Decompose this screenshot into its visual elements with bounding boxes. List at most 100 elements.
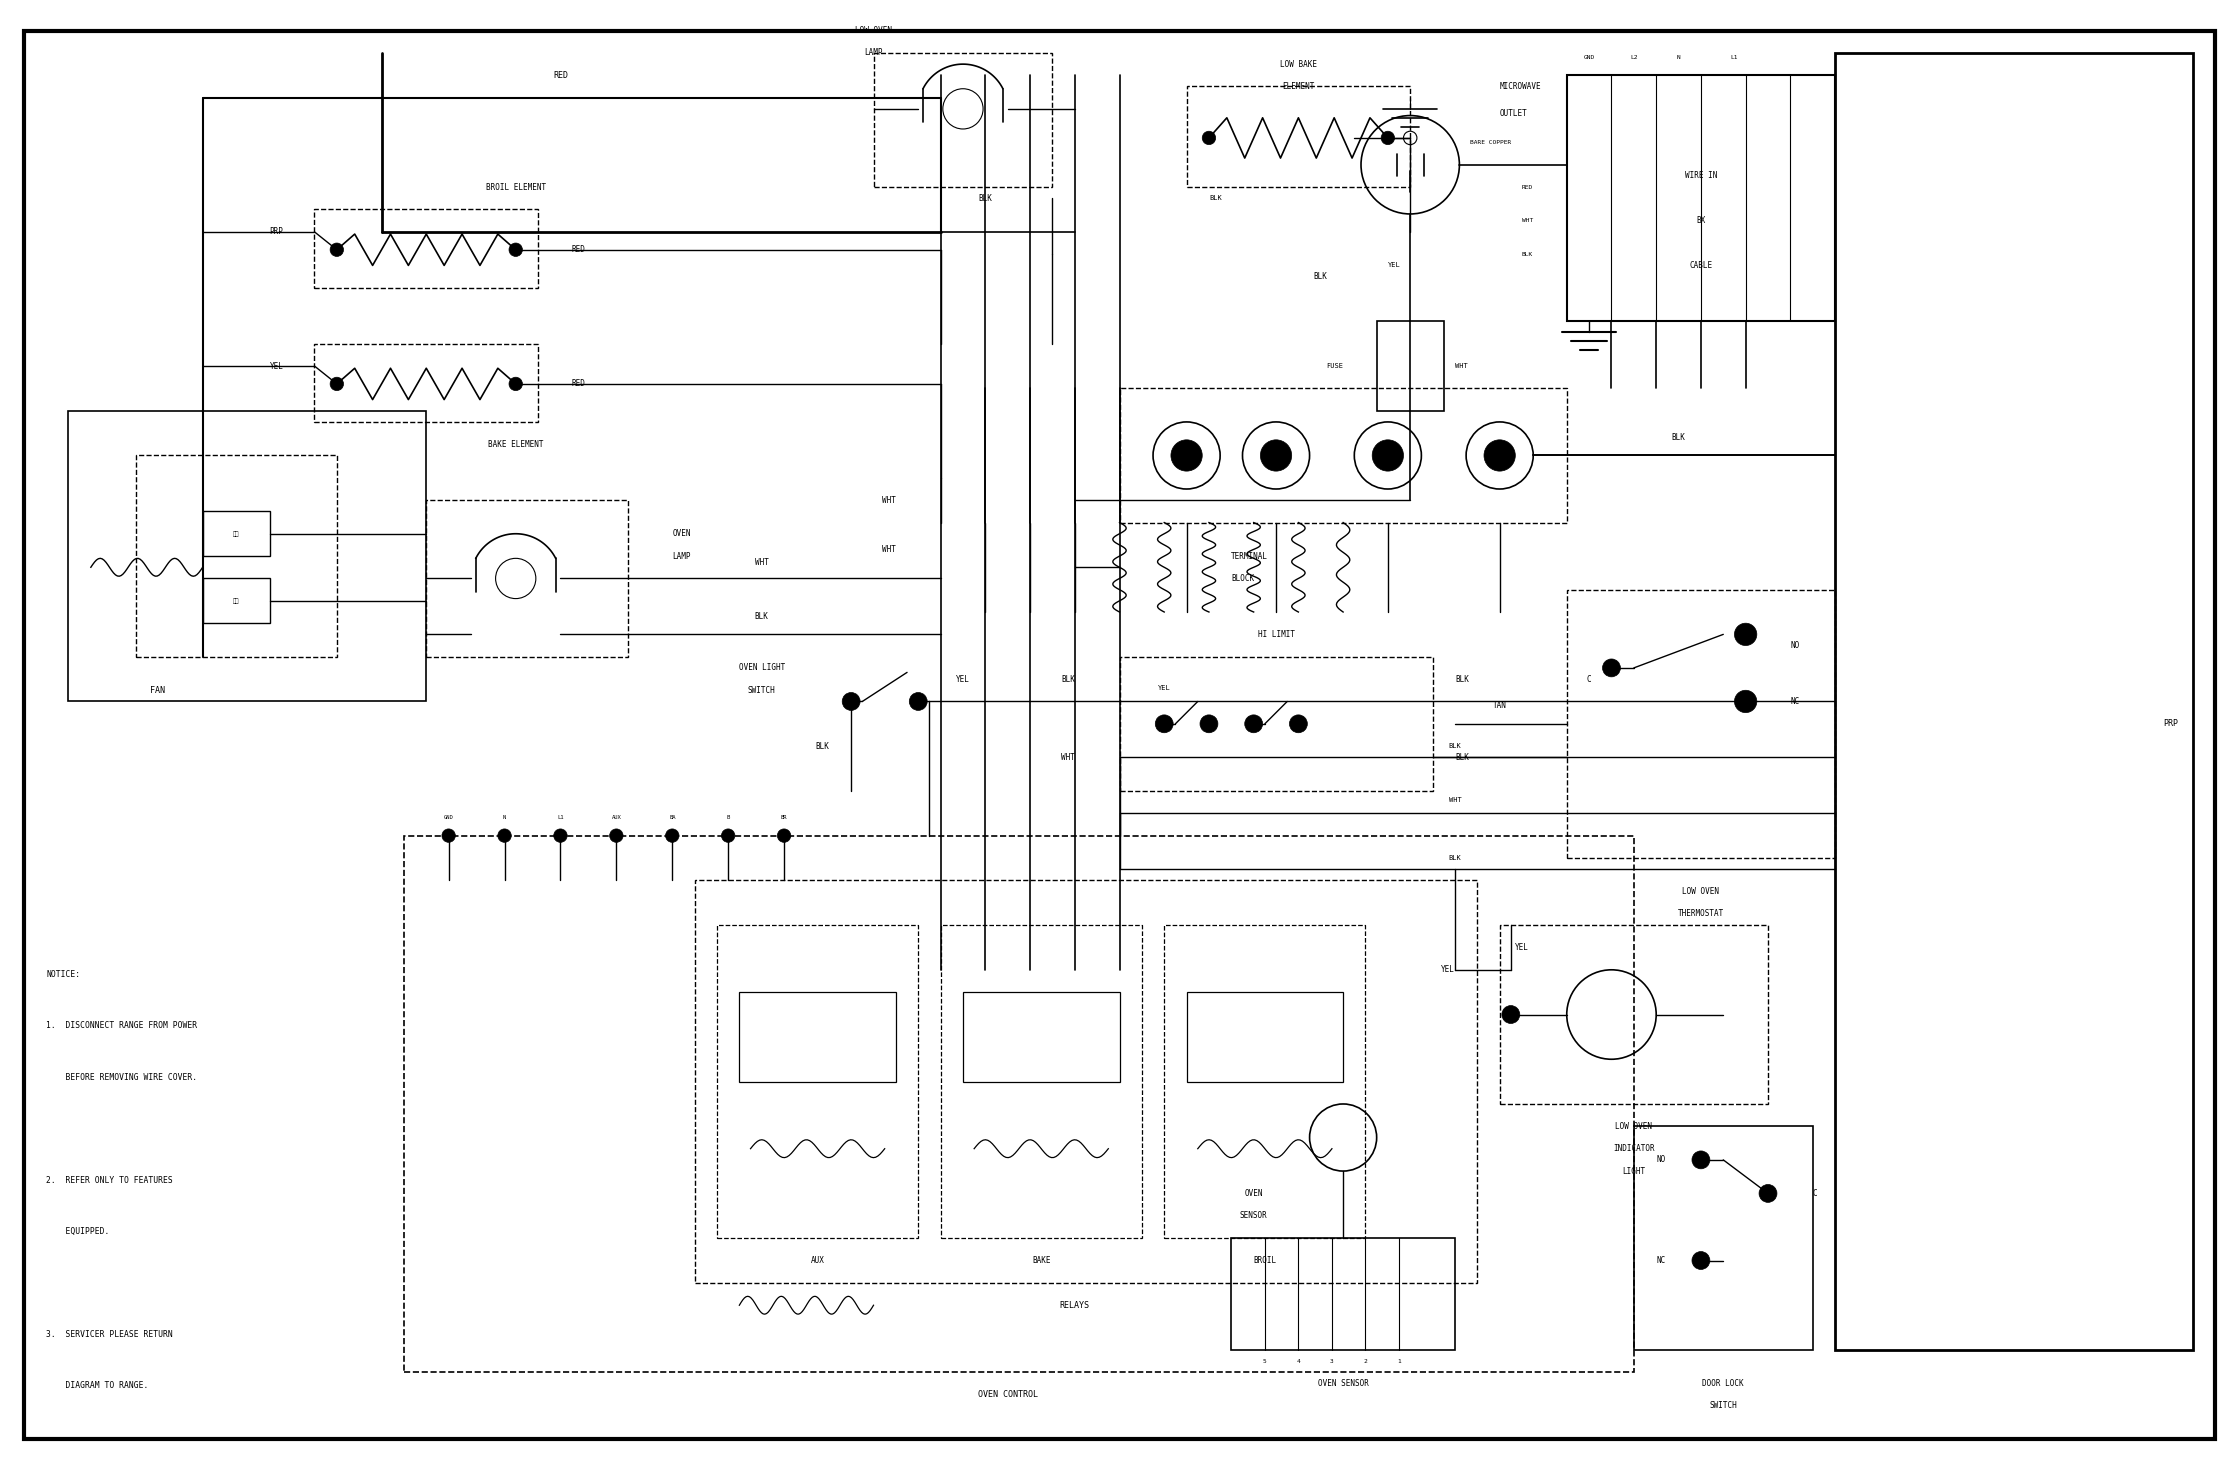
Text: RED: RED: [1523, 185, 1534, 190]
Text: INDICATOR: INDICATOR: [1612, 1144, 1655, 1152]
Text: OVEN CONTROL: OVEN CONTROL: [978, 1391, 1037, 1399]
Circle shape: [1404, 131, 1417, 144]
Text: OVEN SENSOR: OVEN SENSOR: [1319, 1379, 1368, 1388]
Circle shape: [1245, 714, 1263, 732]
Bar: [716, 925, 918, 1238]
Text: YEL: YEL: [1516, 942, 1529, 953]
Text: AUX: AUX: [811, 1255, 824, 1266]
Text: BLK: BLK: [1673, 434, 1686, 442]
Text: NO: NO: [1791, 641, 1800, 650]
Text: BLK: BLK: [1449, 856, 1462, 861]
Circle shape: [1760, 1185, 1778, 1202]
Circle shape: [1735, 623, 1758, 645]
Text: WHT: WHT: [1523, 218, 1534, 223]
Circle shape: [665, 829, 678, 842]
Text: OVEN: OVEN: [672, 529, 692, 538]
Text: BLK: BLK: [815, 742, 828, 751]
Circle shape: [1202, 131, 1216, 144]
Bar: [1377, 322, 1444, 410]
Text: LOW OVEN: LOW OVEN: [1614, 1122, 1652, 1130]
Text: DIAGRAM TO RANGE.: DIAGRAM TO RANGE.: [47, 1382, 148, 1391]
Text: WHT: WHT: [882, 495, 896, 504]
Text: SWITCH: SWITCH: [1708, 1401, 1737, 1410]
Circle shape: [1603, 659, 1621, 676]
Text: WHT: WHT: [1455, 363, 1469, 369]
Text: BLK: BLK: [1061, 675, 1075, 684]
Text: BLK: BLK: [1455, 753, 1469, 761]
Text: 2: 2: [1364, 1358, 1368, 1364]
Text: WHT: WHT: [882, 545, 896, 554]
Bar: [1187, 992, 1343, 1082]
Bar: [1187, 87, 1411, 187]
Text: BLK: BLK: [1523, 251, 1534, 257]
Circle shape: [1290, 714, 1308, 732]
Circle shape: [1261, 440, 1292, 470]
Bar: [694, 881, 1478, 1283]
Text: N: N: [504, 816, 506, 820]
Circle shape: [1693, 1151, 1711, 1169]
Circle shape: [909, 692, 927, 710]
Circle shape: [553, 829, 566, 842]
Text: BARE COPPER: BARE COPPER: [1469, 140, 1511, 146]
Text: ①②: ①②: [233, 531, 240, 537]
Text: NOTICE:: NOTICE:: [47, 970, 81, 979]
Circle shape: [441, 829, 455, 842]
Text: LOW BAKE: LOW BAKE: [1281, 60, 1317, 69]
Text: YEL: YEL: [956, 675, 969, 684]
Circle shape: [1693, 1251, 1711, 1270]
Bar: [1567, 589, 1836, 858]
Text: 4: 4: [1296, 1358, 1301, 1364]
Text: 3: 3: [1330, 1358, 1334, 1364]
Text: GND: GND: [1583, 54, 1594, 60]
Text: LAMP: LAMP: [672, 551, 692, 560]
Text: BROIL: BROIL: [1254, 1255, 1276, 1266]
Text: TAN: TAN: [1493, 701, 1507, 710]
Circle shape: [1200, 714, 1218, 732]
Text: BAKE: BAKE: [1032, 1255, 1050, 1266]
Circle shape: [497, 829, 510, 842]
Bar: [963, 992, 1120, 1082]
Bar: [1500, 925, 1769, 1104]
Bar: [739, 992, 896, 1082]
Text: WHT: WHT: [1061, 753, 1075, 761]
Text: LOW OVEN: LOW OVEN: [1681, 886, 1720, 897]
Text: THERMOSTAT: THERMOSTAT: [1677, 910, 1724, 919]
Text: CABLE: CABLE: [1690, 260, 1713, 270]
Circle shape: [508, 243, 522, 256]
Text: BLK: BLK: [978, 194, 992, 203]
Bar: [1634, 1126, 1814, 1349]
Text: BA: BA: [669, 816, 676, 820]
Bar: [204, 512, 269, 556]
Text: BEFORE REMOVING WIRE COVER.: BEFORE REMOVING WIRE COVER.: [47, 1073, 197, 1082]
Text: YEL: YEL: [269, 362, 284, 370]
Text: ELEMENT: ELEMENT: [1283, 82, 1314, 91]
Text: SWITCH: SWITCH: [748, 686, 775, 695]
Text: 3.  SERVICER PLEASE RETURN: 3. SERVICER PLEASE RETURN: [47, 1330, 172, 1339]
Text: NC: NC: [1657, 1255, 1666, 1266]
Circle shape: [1155, 714, 1173, 732]
Bar: [1836, 53, 2192, 1349]
Text: LIGHT: LIGHT: [1623, 1167, 1646, 1176]
Bar: [1120, 657, 1433, 791]
Text: 1: 1: [1397, 1358, 1402, 1364]
Text: YEL: YEL: [1388, 262, 1402, 269]
Text: RED: RED: [553, 71, 569, 79]
Text: BLOCK: BLOCK: [1231, 573, 1254, 584]
Bar: [1567, 75, 1836, 322]
Text: MICROWAVE: MICROWAVE: [1500, 82, 1540, 91]
Circle shape: [777, 829, 790, 842]
Text: YEL: YEL: [1442, 966, 1455, 975]
Text: NC: NC: [1791, 697, 1800, 706]
Text: TERMINAL: TERMINAL: [1231, 551, 1267, 560]
Circle shape: [1373, 440, 1404, 470]
Bar: [425, 500, 627, 657]
Text: FUSE: FUSE: [1325, 363, 1343, 369]
Text: BLK: BLK: [1209, 196, 1222, 201]
Circle shape: [1484, 440, 1516, 470]
Circle shape: [1735, 691, 1758, 713]
Text: HI LIMIT: HI LIMIT: [1258, 629, 1294, 639]
Circle shape: [508, 378, 522, 391]
Text: L1: L1: [1731, 54, 1737, 60]
Text: EQUIPPED.: EQUIPPED.: [47, 1227, 110, 1236]
Bar: [137, 456, 336, 657]
